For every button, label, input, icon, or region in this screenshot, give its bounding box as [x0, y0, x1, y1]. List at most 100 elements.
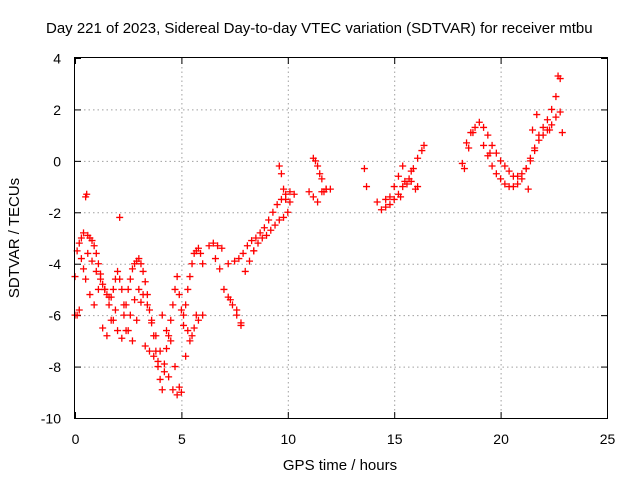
data-point: [77, 255, 85, 263]
data-point: [486, 149, 494, 157]
data-point: [399, 162, 407, 170]
data-point: [141, 278, 149, 286]
data-point: [552, 93, 560, 101]
data-point: [505, 167, 513, 175]
data-point: [126, 311, 134, 319]
data-point: [414, 154, 422, 162]
data-point: [82, 275, 90, 283]
data-point: [101, 285, 109, 293]
data-point: [173, 391, 181, 399]
x-tick-label: 0: [72, 431, 80, 447]
data-point: [497, 175, 505, 183]
data-point: [139, 267, 147, 275]
data-point: [226, 296, 234, 304]
data-point: [165, 373, 173, 381]
data-point: [175, 291, 183, 299]
data-point: [182, 301, 190, 309]
data-point: [305, 188, 313, 196]
data-point: [145, 306, 153, 314]
data-point: [280, 213, 288, 221]
data-point: [180, 321, 188, 329]
data-point: [75, 306, 83, 314]
data-point: [492, 149, 500, 157]
x-tick-label: 5: [178, 431, 186, 447]
data-point: [169, 301, 177, 309]
data-point: [135, 255, 143, 263]
data-point: [401, 177, 409, 185]
data-point: [471, 123, 479, 131]
data-point: [314, 162, 322, 170]
data-point: [139, 291, 147, 299]
data-point: [235, 255, 243, 263]
data-point: [258, 234, 266, 242]
data-point: [539, 123, 547, 131]
data-point: [277, 170, 285, 178]
data-point: [218, 244, 226, 252]
data-point: [180, 311, 188, 319]
data-point: [256, 229, 264, 237]
data-point: [150, 352, 158, 360]
data-point: [248, 237, 256, 245]
data-point: [360, 165, 368, 173]
y-tick-label: -10: [41, 411, 61, 427]
data-point: [173, 273, 181, 281]
data-point: [286, 188, 294, 196]
data-point: [501, 180, 509, 188]
data-point: [548, 105, 556, 113]
data-points: [71, 72, 566, 399]
data-point: [75, 239, 83, 247]
data-point: [460, 165, 468, 173]
data-point: [194, 316, 202, 324]
data-point: [156, 347, 164, 355]
data-point: [160, 360, 168, 368]
data-point: [124, 285, 132, 293]
x-tick-label: 15: [387, 431, 403, 447]
data-point: [488, 141, 496, 149]
data-point: [245, 257, 253, 265]
data-point: [529, 126, 537, 134]
data-point: [284, 208, 292, 216]
data-point: [133, 316, 141, 324]
data-point: [116, 213, 124, 221]
data-point: [382, 203, 390, 211]
data-point: [465, 144, 473, 152]
x-tick-label: 10: [281, 431, 297, 447]
data-point: [224, 260, 232, 268]
data-point: [116, 275, 124, 283]
data-point: [137, 298, 145, 306]
data-point: [220, 285, 228, 293]
data-point: [156, 375, 164, 383]
data-point: [107, 316, 115, 324]
data-point: [182, 352, 190, 360]
data-point: [407, 177, 415, 185]
data-point: [165, 332, 173, 340]
data-point: [237, 319, 245, 327]
data-point: [186, 273, 194, 281]
data-point: [539, 131, 547, 139]
data-point: [275, 216, 283, 224]
data-point: [480, 123, 488, 131]
plot-frame: [74, 57, 608, 419]
data-point: [239, 249, 247, 257]
data-point: [254, 239, 262, 247]
data-point: [309, 193, 317, 201]
data-point: [390, 183, 398, 191]
data-point: [131, 296, 139, 304]
y-tick-label: -8: [49, 359, 62, 375]
data-point: [488, 162, 496, 170]
data-point: [231, 257, 239, 265]
data-point: [497, 157, 505, 165]
data-point: [199, 260, 207, 268]
data-point: [469, 129, 477, 137]
data-point: [252, 234, 260, 242]
x-axis-label: GPS time / hours: [283, 457, 397, 474]
chart-title: Day 221 of 2023, Sidereal Day-to-day VTE…: [46, 20, 593, 37]
data-point: [514, 172, 522, 180]
data-point: [260, 224, 268, 232]
data-point: [120, 311, 128, 319]
data-point: [556, 108, 564, 116]
data-point: [250, 247, 258, 255]
data-point: [414, 183, 422, 191]
data-point: [273, 201, 281, 209]
